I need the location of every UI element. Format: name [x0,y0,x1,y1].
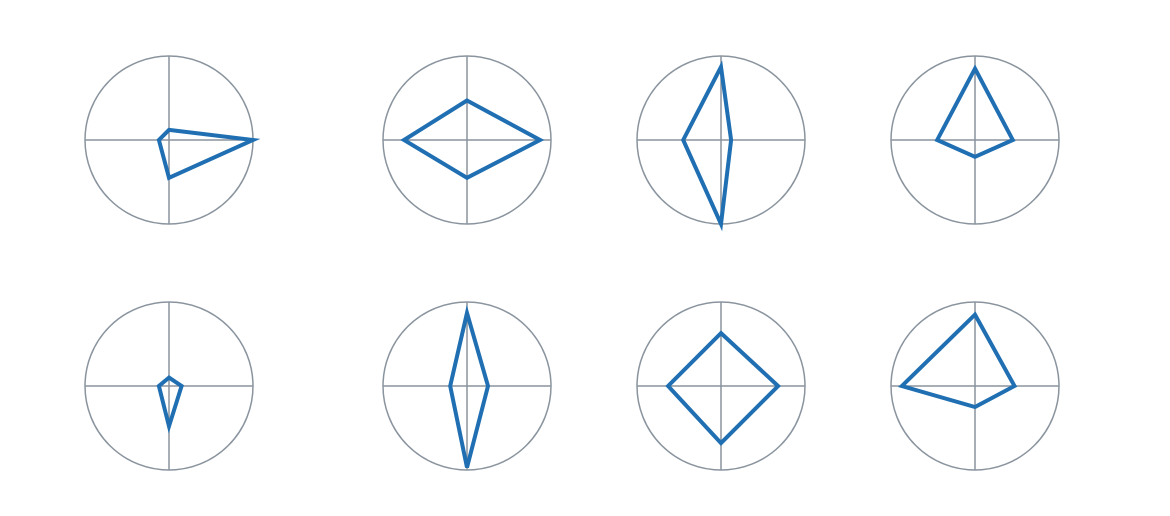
radar-series-polygon [934,64,1016,159]
radar-panel-5 [84,301,254,471]
radar-panel-1 [84,55,261,225]
radar-panel-8 [890,301,1060,471]
radar-series-polygon [400,98,545,181]
radar-series-polygon [156,127,261,181]
radar-panel-2 [382,55,552,225]
radar-series-polygon [156,375,184,434]
radar-panel-4 [890,55,1060,225]
radar-series-polygon [448,304,491,468]
radar-series-polygon [898,311,1018,410]
radar-panel-6 [382,301,552,471]
radar-series-polygon [665,330,781,446]
radar-series-polygon [680,60,734,232]
radar-panel-3 [636,55,806,232]
radar-panel-7 [636,301,806,471]
